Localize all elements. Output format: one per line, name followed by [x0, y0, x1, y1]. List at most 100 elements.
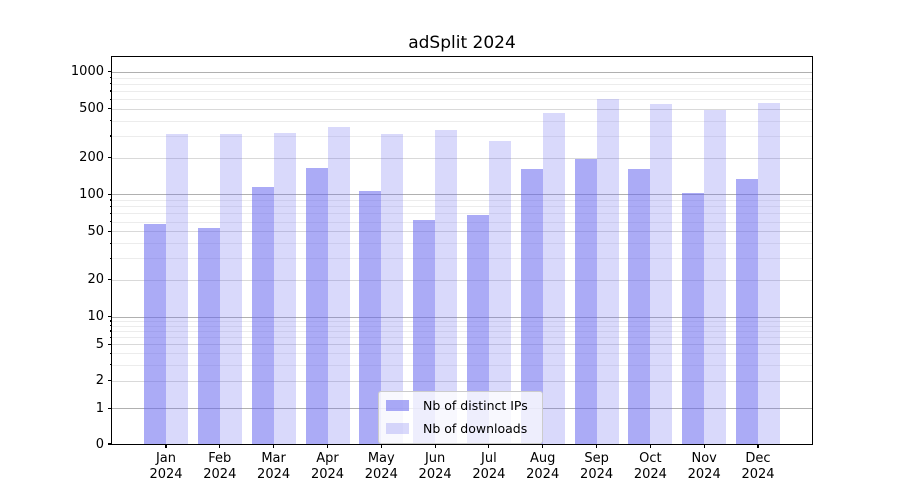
- month-year: 2024: [418, 467, 452, 482]
- y-axis-tick: [108, 316, 112, 318]
- gridline: [112, 380, 812, 382]
- x-axis-tick: [649, 444, 651, 448]
- x-axis-tick: [273, 444, 275, 448]
- plot-area: 1000 500 200 100 50 20 10 5 2 1 0 Jan 2024 Feb 2024 Mar…: [71, 56, 813, 482]
- bar-downloads-jul: [488, 141, 511, 444]
- x-axis-tick: [326, 444, 329, 448]
- x-axis-month-label: Feb 2024: [193, 451, 247, 483]
- gridline: [112, 206, 812, 208]
- month-name: May: [367, 451, 395, 466]
- y-axis-tick-label: 100: [79, 186, 104, 202]
- x-axis-tick: [757, 444, 759, 448]
- y-axis-tick-label: 0: [95, 436, 104, 452]
- gridline: [112, 258, 812, 260]
- month-name: Jun: [424, 451, 446, 466]
- y-axis-tick: [108, 343, 112, 345]
- x-axis-month-label: Dec 2024: [731, 451, 785, 483]
- y-axis-minor-tick: [109, 120, 112, 122]
- y-axis-tick-label: 5: [95, 336, 104, 352]
- month-name: Dec: [745, 451, 771, 466]
- legend-swatch: [386, 400, 409, 411]
- gridline: [112, 353, 812, 355]
- y-axis-tick: [108, 443, 112, 445]
- bar-downloads-feb: [219, 133, 242, 444]
- gridline: [112, 83, 812, 85]
- bar-downloads-jun: [435, 130, 458, 444]
- y-axis-tick-label: 2: [95, 373, 104, 389]
- x-axis-tick: [703, 444, 705, 448]
- legend-item: Nb of distinct IPs: [386, 398, 528, 413]
- gridline: [112, 135, 812, 137]
- y-axis-tick-label: 200: [79, 150, 104, 165]
- y-axis-tick-label: 1: [95, 400, 104, 416]
- chart-title: adSplit 2024: [408, 33, 516, 53]
- month-name: Oct: [639, 451, 662, 466]
- month-year: 2024: [149, 467, 183, 482]
- y-axis-minor-tick: [109, 199, 112, 201]
- bar-downloads-sep: [596, 99, 619, 444]
- month-name: Aug: [529, 451, 556, 466]
- legend-swatch: [386, 423, 409, 434]
- y-axis-tick: [108, 279, 112, 281]
- y-axis-minor-tick: [109, 336, 112, 338]
- gridline: [112, 325, 812, 327]
- y-axis-minor-tick: [109, 90, 112, 92]
- month-year: 2024: [741, 467, 775, 482]
- gridline: [112, 99, 812, 101]
- y-axis-minor-tick: [109, 221, 112, 223]
- y-axis-tick-label: 50: [87, 223, 104, 239]
- bar-downloads-dec: [758, 103, 780, 444]
- bar-distinct-ips-jul: [466, 214, 489, 444]
- y-axis-tick-label: 1000: [70, 64, 104, 80]
- x-axis-tick: [596, 444, 598, 448]
- x-axis-tick: [434, 444, 436, 448]
- x-axis-tick: [542, 444, 544, 448]
- legend: Nb of distinct IPs Nb of downloads: [378, 391, 543, 444]
- legend-label: Nb of downloads: [423, 421, 528, 436]
- x-axis-tick: [380, 444, 382, 448]
- y-axis-tick: [108, 193, 112, 195]
- bar-distinct-ips-may: [359, 191, 382, 444]
- month-year: 2024: [472, 467, 506, 482]
- month-name: Apr: [316, 451, 339, 466]
- gridline: [112, 120, 812, 122]
- gridline: [112, 213, 812, 215]
- x-axis-month-label: Jul 2024: [462, 451, 516, 483]
- y-axis-minor-tick: [109, 83, 112, 85]
- gridline: [112, 77, 812, 79]
- x-axis-tick: [488, 444, 490, 448]
- legend-label: Nb of distinct IPs: [423, 398, 528, 413]
- month-year: 2024: [257, 467, 291, 482]
- month-year: 2024: [580, 467, 614, 482]
- bar-downloads-nov: [704, 110, 727, 444]
- bar-distinct-ips-feb: [197, 228, 220, 444]
- y-axis-minor-tick: [109, 364, 112, 366]
- y-axis-minor-tick: [109, 98, 112, 100]
- y-axis-tick: [108, 407, 112, 409]
- gridline: [112, 337, 812, 338]
- gridline: [112, 194, 812, 196]
- month-name: Sep: [584, 451, 609, 466]
- x-axis-month-label: Sep 2024: [570, 451, 624, 483]
- y-axis-tick-label: 10: [87, 309, 104, 325]
- bar-distinct-ips-aug: [520, 169, 543, 444]
- y-axis-minor-tick: [109, 212, 112, 214]
- month-name: Feb: [208, 451, 232, 466]
- y-axis-minor-tick: [109, 77, 112, 79]
- bar-distinct-ips-jan: [144, 224, 166, 444]
- y-axis-minor-tick: [109, 352, 112, 354]
- y-axis-tick: [108, 108, 112, 110]
- month-name: Nov: [691, 451, 717, 466]
- y-axis-minor-tick: [109, 320, 112, 322]
- month-year: 2024: [203, 467, 237, 482]
- bar-distinct-ips-jun: [413, 219, 436, 444]
- month-name: Mar: [261, 451, 286, 466]
- gridline: [112, 199, 812, 201]
- y-axis-tick: [108, 230, 112, 232]
- month-year: 2024: [310, 467, 345, 482]
- gridline: [112, 330, 812, 332]
- bar-downloads-oct: [650, 103, 673, 444]
- month-year: 2024: [687, 467, 721, 482]
- gridline: [112, 320, 812, 322]
